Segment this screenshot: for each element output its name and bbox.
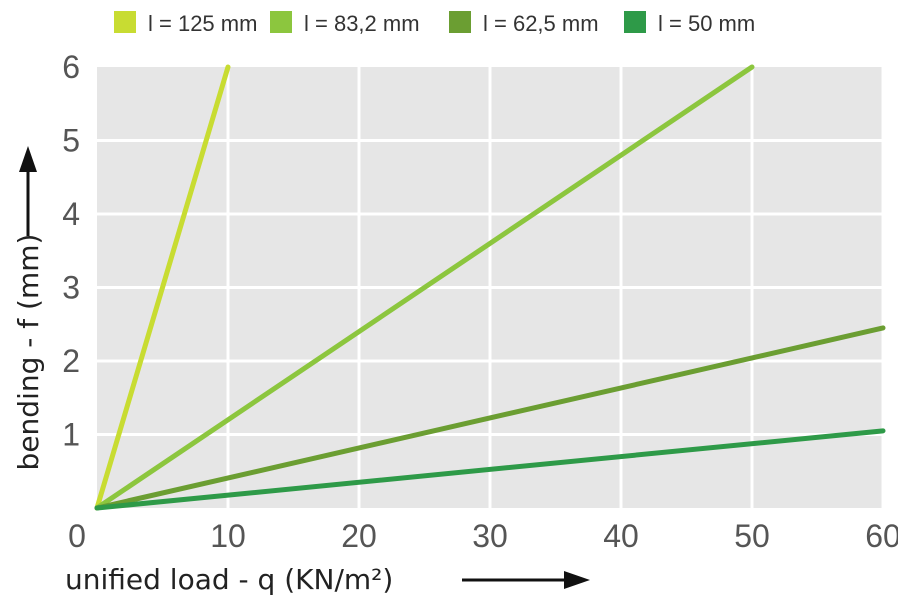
legend-label: l = 50 mm — [658, 11, 755, 36]
y-tick-label: 2 — [62, 343, 80, 379]
series-line-3 — [94, 428, 886, 511]
x-tick-label: 50 — [734, 518, 770, 554]
y-tick-label: 4 — [62, 196, 80, 232]
x-axis-label: unified load - q (KN/m²) — [65, 563, 393, 596]
y-tick-label: 5 — [62, 123, 80, 159]
x-tick-label: 0 — [68, 518, 86, 554]
legend-swatch — [114, 11, 136, 33]
grid-lines — [97, 67, 885, 508]
series-line-0 — [94, 64, 231, 511]
x-tick-label: 20 — [341, 518, 377, 554]
y-axis-arrowhead — [19, 146, 37, 172]
x-tick-label: 30 — [472, 518, 508, 554]
legend-label: l = 62,5 mm — [483, 11, 599, 36]
y-tick-labels: 1 2 3 4 5 6 — [62, 49, 80, 453]
legend-label: l = 125 mm — [148, 11, 257, 36]
legend-label: l = 83,2 mm — [304, 11, 420, 36]
series-line-2 — [94, 325, 886, 511]
series-lines — [94, 64, 886, 511]
x-tick-label: 10 — [210, 518, 246, 554]
y-tick-label: 6 — [62, 49, 80, 85]
x-tick-label: 60 — [865, 518, 898, 554]
x-tick-label: 40 — [603, 518, 639, 554]
y-tick-label: 1 — [62, 417, 80, 453]
x-axis-arrowhead — [564, 571, 590, 589]
y-tick-label: 3 — [62, 270, 80, 306]
legend-swatch — [624, 11, 646, 33]
legend-swatch — [270, 11, 292, 33]
x-tick-labels: 0 10 20 30 40 50 60 — [68, 518, 898, 554]
legend-swatch — [449, 11, 471, 33]
legend: l = 125 mm l = 83,2 mm l = 62,5 mm l = 50 m… — [114, 11, 755, 36]
series-line-1 — [94, 64, 755, 511]
y-axis-label: bending - f (mm) — [12, 234, 45, 471]
